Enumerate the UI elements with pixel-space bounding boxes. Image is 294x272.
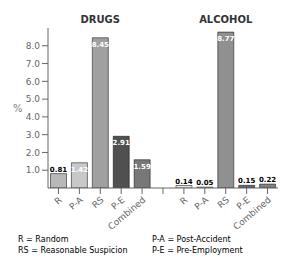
svg-text:0.14: 0.14 [175,178,192,186]
svg-text:0.81: 0.81 [50,166,67,174]
html-text:RS = Reasonable Suspicion: RS = Reasonable Suspicion [18,246,128,255]
svg-text:Combined: Combined [106,195,147,230]
svg-text:0.05: 0.05 [196,179,213,187]
html-text:R = Random: R = Random [18,235,69,244]
svg-text:Combined: Combined [231,195,272,230]
svg-text:8.77: 8.77 [217,35,234,43]
svg-text:7.0: 7.0 [26,59,41,69]
svg-text:1.42: 1.42 [71,166,88,174]
svg-text:DRUGS: DRUGS [81,14,121,25]
svg-text:RS: RS [90,195,106,211]
svg-text:0.15: 0.15 [238,177,255,185]
svg-text:RS: RS [216,195,232,211]
svg-text:8.0: 8.0 [26,41,41,51]
html-text:P-E = Pre-Employment: P-E = Pre-Employment [152,246,243,255]
svg-text:5.0: 5.0 [26,94,41,104]
svg-text:P-A: P-A [67,194,85,211]
svg-text:1.0: 1.0 [26,165,41,175]
html-text:P-A = Post-Accident: P-A = Post-Accident [152,235,231,244]
svg-text:P-A: P-A [193,194,211,211]
svg-text:1.59: 1.59 [134,163,151,171]
svg-text:R: R [53,195,64,207]
svg-text:3.0: 3.0 [26,130,41,140]
svg-text:%: % [13,103,23,114]
svg-text:ALCOHOL: ALCOHOL [199,14,253,25]
svg-text:4.0: 4.0 [26,112,41,122]
svg-text:2.0: 2.0 [26,148,41,158]
svg-text:P-E: P-E [234,194,252,212]
svg-text:2.91: 2.91 [113,139,130,147]
svg-text:8.45: 8.45 [92,41,109,49]
svg-text:6.0: 6.0 [26,77,41,87]
svg-text:R: R [178,195,189,207]
svg-text:0.22: 0.22 [259,176,276,184]
svg-text:P-E: P-E [109,194,127,212]
